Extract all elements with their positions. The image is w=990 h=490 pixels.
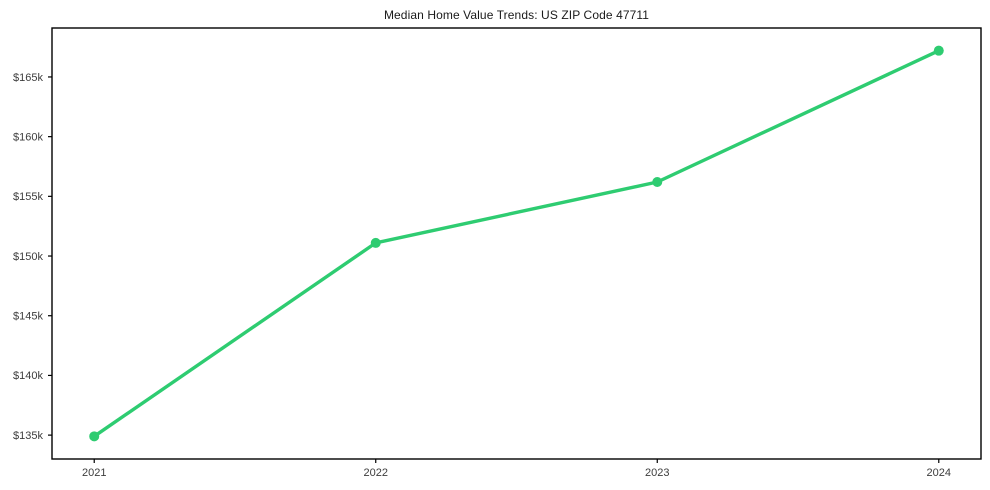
y-tick-label: $140k [13,370,43,382]
data-point-marker [652,177,663,188]
chart-title: Median Home Value Trends: US ZIP Code 47… [383,8,650,22]
x-tick-label: 2022 [364,467,388,479]
y-tick-label: $150k [13,251,43,263]
trend-line [92,48,941,439]
y-tick-label: $145k [13,311,43,323]
x-tick-label: 2023 [645,467,669,479]
plot-border [51,27,982,460]
y-tick-label: $160k [13,131,43,143]
x-tick-label: 2021 [82,467,106,479]
y-tick-label: $165k [13,72,43,84]
y-tick-label: $135k [13,430,43,442]
data-point-marker [933,45,944,56]
x-tick-label: 2024 [927,467,951,479]
data-point-marker [370,237,381,248]
y-tick-label: $155k [13,191,43,203]
data-point-marker [89,431,100,442]
